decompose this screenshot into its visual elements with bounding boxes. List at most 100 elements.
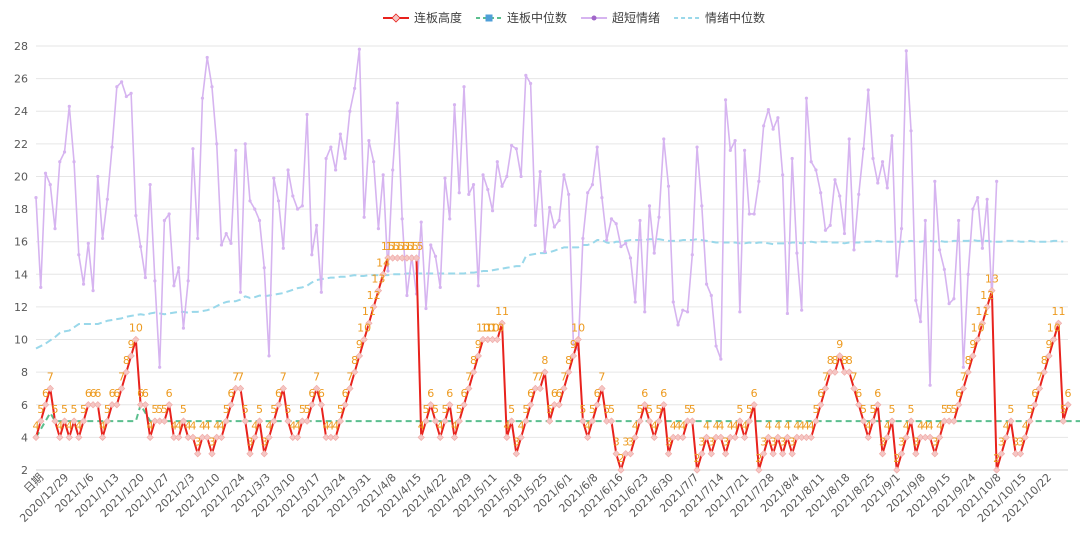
point-连板高度 bbox=[579, 417, 587, 425]
point-超短情绪 bbox=[590, 183, 595, 187]
point-连板高度 bbox=[978, 319, 987, 327]
data-label: 6 bbox=[461, 387, 468, 400]
legend-item-连板高度[interactable]: 连板高度 bbox=[383, 10, 462, 25]
point-连板高度 bbox=[845, 368, 853, 376]
point-连板高度 bbox=[222, 417, 230, 425]
point-连板高度 bbox=[641, 401, 649, 409]
point-连板高度 bbox=[669, 433, 677, 442]
data-label: 4 bbox=[266, 419, 273, 432]
point-超短情绪 bbox=[310, 253, 314, 257]
point-超短情绪 bbox=[334, 168, 338, 172]
point-连板高度 bbox=[522, 417, 530, 425]
point-超短情绪 bbox=[381, 173, 385, 177]
point-超短情绪 bbox=[224, 231, 228, 236]
data-label: 4 bbox=[765, 419, 772, 432]
data-label: 7 bbox=[960, 370, 967, 383]
data-label: 7 bbox=[237, 370, 244, 383]
data-label: 4 bbox=[218, 419, 225, 432]
point-超短情绪 bbox=[48, 183, 52, 187]
point-超短情绪 bbox=[338, 132, 342, 136]
point-超短情绪 bbox=[438, 285, 442, 289]
y-tick-label: 18 bbox=[14, 203, 28, 216]
point-连板高度 bbox=[279, 384, 287, 393]
point-连板高度 bbox=[94, 401, 102, 409]
point-超短情绪 bbox=[980, 246, 984, 250]
data-label: 4 bbox=[784, 419, 791, 432]
point-超短情绪 bbox=[167, 212, 171, 216]
point-连板高度 bbox=[855, 401, 863, 409]
point-连板高度 bbox=[408, 254, 416, 262]
point-超短情绪 bbox=[486, 187, 490, 192]
point-超短情绪 bbox=[928, 383, 932, 387]
data-label: 4 bbox=[922, 419, 929, 432]
point-超短情绪 bbox=[728, 148, 732, 152]
data-label: 4 bbox=[503, 419, 510, 432]
point-连板高度 bbox=[883, 433, 891, 442]
data-label: 9 bbox=[570, 338, 577, 351]
point-连板高度 bbox=[707, 450, 715, 458]
point-超短情绪 bbox=[709, 293, 713, 298]
point-超短情绪 bbox=[809, 160, 813, 164]
data-label: 4 bbox=[175, 419, 182, 432]
data-label: 4 bbox=[213, 419, 220, 432]
point-超短情绪 bbox=[148, 183, 152, 187]
data-label: 8 bbox=[841, 354, 848, 367]
data-label: 6 bbox=[308, 387, 315, 400]
legend-item-连板中位数[interactable]: 连板中位数 bbox=[476, 10, 567, 25]
point-连板高度 bbox=[764, 433, 773, 442]
data-label: 5 bbox=[52, 403, 59, 416]
point-超短情绪 bbox=[500, 184, 504, 188]
data-label: 4 bbox=[323, 419, 330, 432]
point-超短情绪 bbox=[605, 238, 609, 242]
data-label: 8 bbox=[846, 354, 853, 367]
legend-item-情绪中位数[interactable]: 情绪中位数 bbox=[674, 10, 765, 25]
legend: 连板高度 连板中位数 超短情绪 情绪中位数 bbox=[383, 10, 765, 25]
point-连板高度 bbox=[840, 368, 849, 376]
point-超短情绪 bbox=[248, 199, 252, 203]
data-label: 5 bbox=[432, 403, 439, 416]
data-label: 7 bbox=[1036, 370, 1043, 383]
point-连板高度 bbox=[127, 352, 135, 360]
point-超短情绪 bbox=[842, 231, 847, 236]
point-连板高度 bbox=[1064, 401, 1072, 409]
point-超短情绪 bbox=[362, 215, 366, 219]
point-连板高度 bbox=[32, 433, 40, 442]
point-连板高度 bbox=[588, 417, 597, 425]
point-连板高度 bbox=[493, 335, 501, 344]
point-超短情绪 bbox=[143, 275, 147, 280]
point-超短情绪 bbox=[766, 108, 770, 112]
data-label: 8 bbox=[831, 354, 838, 367]
data-label: 5 bbox=[656, 403, 663, 416]
point-超短情绪 bbox=[400, 217, 404, 221]
point-连板高度 bbox=[940, 417, 948, 425]
legend-item-超短情绪[interactable]: 超短情绪 bbox=[581, 10, 660, 25]
point-连板高度 bbox=[374, 286, 383, 295]
point-超短情绪 bbox=[952, 297, 956, 301]
point-超短情绪 bbox=[291, 194, 295, 198]
point-连板高度 bbox=[1007, 417, 1015, 425]
point-超短情绪 bbox=[443, 176, 447, 180]
data-label: 6 bbox=[855, 387, 862, 400]
point-超短情绪 bbox=[695, 145, 699, 149]
data-label: 4 bbox=[294, 419, 301, 432]
point-连板高度 bbox=[293, 433, 302, 442]
data-label: 3 bbox=[708, 436, 715, 449]
point-超短情绪 bbox=[700, 204, 704, 208]
point-连板高度 bbox=[241, 417, 249, 425]
data-label: 5 bbox=[603, 403, 610, 416]
point-超短情绪 bbox=[552, 225, 556, 229]
point-超短情绪 bbox=[714, 344, 718, 348]
point-连板高度 bbox=[503, 433, 511, 442]
point-连板高度 bbox=[1035, 384, 1044, 393]
point-超短情绪 bbox=[229, 241, 233, 245]
point-超短情绪 bbox=[124, 94, 128, 99]
point-超短情绪 bbox=[448, 217, 452, 221]
data-label: 11 bbox=[1051, 305, 1065, 318]
point-连板高度 bbox=[41, 401, 50, 409]
point-超短情绪 bbox=[391, 168, 395, 172]
data-label: 5 bbox=[71, 403, 78, 416]
point-超短情绪 bbox=[295, 207, 300, 211]
point-连板高度 bbox=[151, 417, 159, 425]
point-超短情绪 bbox=[619, 244, 623, 249]
point-连板高度 bbox=[1012, 450, 1020, 458]
